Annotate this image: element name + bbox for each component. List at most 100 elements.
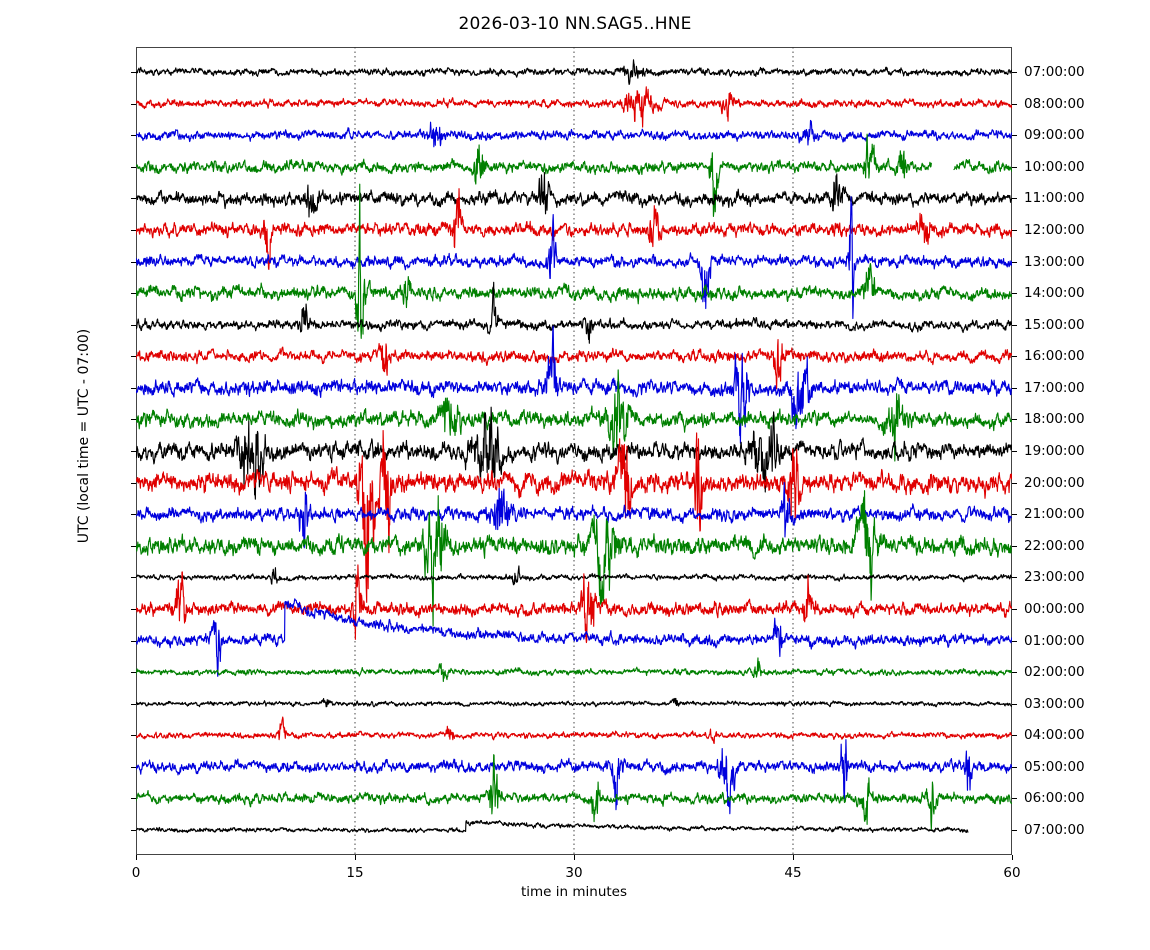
seismic-trace <box>136 183 1012 339</box>
trace-canvas <box>136 47 1012 855</box>
y-tick-left <box>131 672 136 674</box>
y-tick-left <box>131 356 136 358</box>
y-tick-right <box>1012 798 1017 800</box>
y-tick-label-right: 08:00:00 <box>1024 95 1085 112</box>
y-tick-label-right: 07:00:00 <box>1024 64 1085 80</box>
y-tick-left <box>131 577 136 579</box>
seismic-trace <box>136 754 1012 831</box>
y-tick-label-right: 18:00:00 <box>1024 411 1085 428</box>
y-tick-label-right: 12:00:00 <box>1024 221 1085 238</box>
seismic-trace <box>136 339 1012 390</box>
y-tick-label-right: 19:00:00 <box>1024 443 1085 459</box>
y-tick-label-right: 20:00:00 <box>1024 474 1085 491</box>
y-tick-left <box>131 640 136 642</box>
y-tick-label-right: 03:00:00 <box>1024 695 1085 712</box>
x-tick-label: 45 <box>784 865 802 881</box>
y-tick-label-right: 00:00:00 <box>1024 600 1085 617</box>
y-tick-label-right: 16:00:00 <box>1024 348 1085 365</box>
y-tick-left <box>131 766 136 768</box>
y-tick-left <box>131 261 136 263</box>
y-tick-left <box>131 703 136 705</box>
y-tick-left <box>131 166 136 168</box>
y-tick-right <box>1012 324 1017 326</box>
y-tick-right <box>1012 229 1017 231</box>
y-tick-right <box>1012 640 1017 642</box>
y-tick-right <box>1012 703 1017 705</box>
y-tick-right <box>1012 608 1017 610</box>
seismic-trace <box>136 133 932 217</box>
y-tick-label-right: 01:00:00 <box>1024 632 1085 649</box>
y-tick-label-right: 06:00:00 <box>1024 790 1085 807</box>
seismic-trace <box>136 369 1012 462</box>
y-tick-left <box>131 198 136 200</box>
y-tick-left <box>131 482 136 484</box>
x-tick-label: 0 <box>131 865 141 881</box>
y-axis-title-holder: UTC (local time = UTC - 07:00) <box>42 0 92 950</box>
y-tick-left <box>131 229 136 231</box>
y-tick-label-right: 09:00:00 <box>1024 127 1085 144</box>
seismic-trace <box>136 598 1012 677</box>
seismic-trace <box>136 325 1012 444</box>
y-tick-left <box>131 72 136 73</box>
y-tick-left <box>131 735 136 737</box>
y-tick-left <box>131 293 136 295</box>
y-tick-label-right: 23:00:00 <box>1024 569 1085 586</box>
y-tick-right <box>1012 577 1017 579</box>
x-tick-label: 15 <box>346 865 364 881</box>
y-tick-left <box>131 830 136 831</box>
y-axis-title: UTC (local time = UTC - 07:00) <box>76 328 92 544</box>
x-tick <box>1012 855 1013 860</box>
seismic-trace <box>136 430 1012 603</box>
y-tick-label-right: 04:00:00 <box>1024 727 1085 744</box>
y-tick-right <box>1012 830 1017 831</box>
y-tick-left <box>131 324 136 326</box>
y-tick-label-right: 07:00:00 <box>1024 822 1085 838</box>
seismic-trace <box>136 281 1012 344</box>
y-tick-right <box>1012 103 1017 105</box>
y-tick-right <box>1012 482 1017 484</box>
seismic-trace <box>136 819 969 834</box>
y-tick-right <box>1012 419 1017 421</box>
seismic-trace <box>136 86 1012 128</box>
y-tick-left <box>131 387 136 389</box>
seismic-trace <box>136 697 1012 708</box>
seismic-trace <box>136 657 1012 683</box>
x-tick <box>793 855 794 860</box>
y-tick-label-right: 22:00:00 <box>1024 537 1085 554</box>
x-tick <box>136 855 137 860</box>
y-tick-right <box>1012 766 1017 768</box>
y-tick-label-right: 02:00:00 <box>1024 664 1085 681</box>
seismic-trace <box>136 172 1012 218</box>
seismic-trace <box>136 490 1012 627</box>
y-tick-right <box>1012 198 1017 200</box>
x-tick-label: 60 <box>1003 865 1021 881</box>
y-tick-left <box>131 545 136 547</box>
seismic-trace <box>136 406 1012 500</box>
y-tick-right <box>1012 72 1017 73</box>
x-tick <box>574 855 575 860</box>
y-tick-right <box>1012 261 1017 263</box>
page-title: 2026-03-10 NN.SAG5..HNE <box>458 14 692 34</box>
y-tick-label-right: 17:00:00 <box>1024 379 1085 396</box>
y-tick-left <box>131 103 136 105</box>
seismic-trace <box>136 564 1012 644</box>
y-tick-left <box>131 608 136 610</box>
y-tick-left <box>131 451 136 452</box>
seismic-trace <box>953 159 1012 175</box>
y-tick-label-right: 21:00:00 <box>1024 506 1085 523</box>
seismic-trace <box>136 716 1012 744</box>
y-tick-left <box>131 514 136 516</box>
y-tick-left <box>131 798 136 800</box>
y-tick-left <box>131 135 136 137</box>
y-tick-label-right: 05:00:00 <box>1024 758 1085 775</box>
seismic-trace <box>136 565 1012 586</box>
seismic-trace <box>136 196 1012 320</box>
seismic-trace <box>136 119 1012 148</box>
y-tick-label-right: 15:00:00 <box>1024 316 1085 333</box>
x-tick <box>355 855 356 860</box>
x-axis-title: time in minutes <box>520 884 628 900</box>
y-tick-label-right: 10:00:00 <box>1024 158 1085 175</box>
y-tick-right <box>1012 514 1017 516</box>
y-tick-right <box>1012 451 1017 452</box>
y-tick-left <box>131 419 136 421</box>
